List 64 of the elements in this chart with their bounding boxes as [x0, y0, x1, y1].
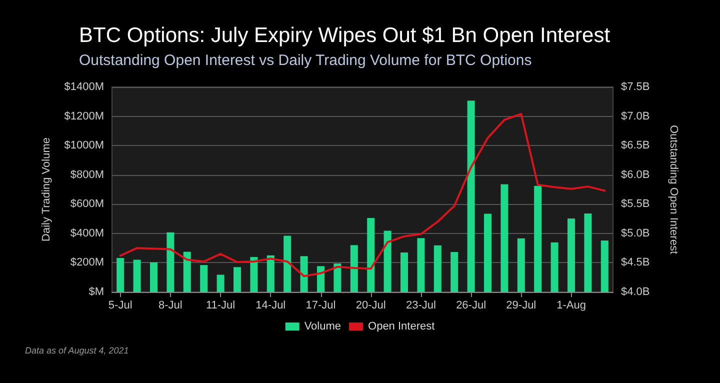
- y-tick-label: $1000M: [64, 140, 104, 152]
- y2-tick-label: $6.0B: [621, 168, 650, 181]
- x-tick-label: 14-Jul: [256, 300, 286, 312]
- bar: [550, 242, 558, 292]
- bar: [467, 100, 475, 292]
- x-tick-label: 17-Jul: [306, 300, 336, 312]
- legend-label: Volume: [304, 320, 342, 332]
- y2-tick-label: $7.5B: [621, 81, 650, 93]
- bar: [517, 238, 525, 292]
- legend-label: Open Interest: [368, 320, 435, 332]
- y2-tick-label: $4.5B: [621, 256, 650, 269]
- bar: [334, 263, 342, 292]
- bar: [367, 218, 375, 292]
- y-axis-title: Daily Trading Volume: [40, 138, 52, 242]
- y-tick-label: $400M: [70, 227, 104, 240]
- chart-title: BTC Options: July Expiry Wipes Out $1 Bn Open Interest: [79, 24, 610, 47]
- line-series: [119, 112, 606, 278]
- y2-tick-label: $7.0B: [621, 110, 650, 122]
- bar: [417, 238, 425, 292]
- x-tick-label: 23-Jul: [406, 300, 436, 312]
- y2-tick-label: $6.5B: [621, 140, 650, 152]
- bar: [350, 245, 358, 292]
- text: Data as of August 4, 2021: [25, 346, 129, 356]
- y2-tick-label: $5.5B: [621, 198, 650, 210]
- bar: [133, 260, 141, 292]
- y-tick-label: $200M: [70, 256, 104, 269]
- bar: [316, 266, 325, 292]
- bar: [166, 232, 174, 292]
- x-tick-label: 26-Jul: [456, 300, 486, 312]
- x-tick-label: 5-Jul: [108, 300, 132, 312]
- bar: [484, 214, 492, 292]
- bar: [384, 230, 392, 292]
- y-tick-label: $M: [88, 286, 104, 298]
- bar: [116, 258, 124, 292]
- chart-subtitle: Outstanding Open Interest vs Daily Trading Volume for BTC Options: [79, 52, 532, 69]
- y-tick-label: $1200M: [64, 110, 104, 122]
- bar: [500, 184, 508, 292]
- y2-tick-label: $4.0B: [621, 286, 650, 298]
- bar: [400, 252, 408, 292]
- y-tick-label: $800M: [70, 168, 104, 181]
- x-tick-label: 1-Aug: [556, 300, 586, 312]
- bar: [216, 274, 224, 292]
- x-tick-label: 8-Jul: [158, 300, 182, 312]
- bar: [450, 252, 458, 292]
- bar: [150, 262, 158, 292]
- y2-tick-label: $5.0B: [621, 227, 650, 240]
- bar: [250, 257, 258, 292]
- bar: [233, 267, 242, 292]
- bar: [584, 214, 592, 292]
- bar: [284, 236, 292, 292]
- bar: [600, 240, 608, 292]
- bar: [183, 252, 191, 292]
- bar: [567, 218, 576, 292]
- bar: [434, 245, 442, 292]
- y2-axis-title: Outstanding Open Interest: [668, 124, 680, 254]
- bar: [534, 186, 542, 292]
- bar: [266, 255, 274, 292]
- bar: [300, 256, 308, 292]
- x-tick-label: 11-Jul: [206, 300, 236, 312]
- y-tick-label: $600M: [70, 198, 104, 210]
- bar: [200, 265, 208, 292]
- y-tick-label: $1400M: [64, 81, 104, 93]
- x-tick-label: 20-Jul: [356, 300, 386, 312]
- x-tick-label: 29-Jul: [506, 300, 536, 312]
